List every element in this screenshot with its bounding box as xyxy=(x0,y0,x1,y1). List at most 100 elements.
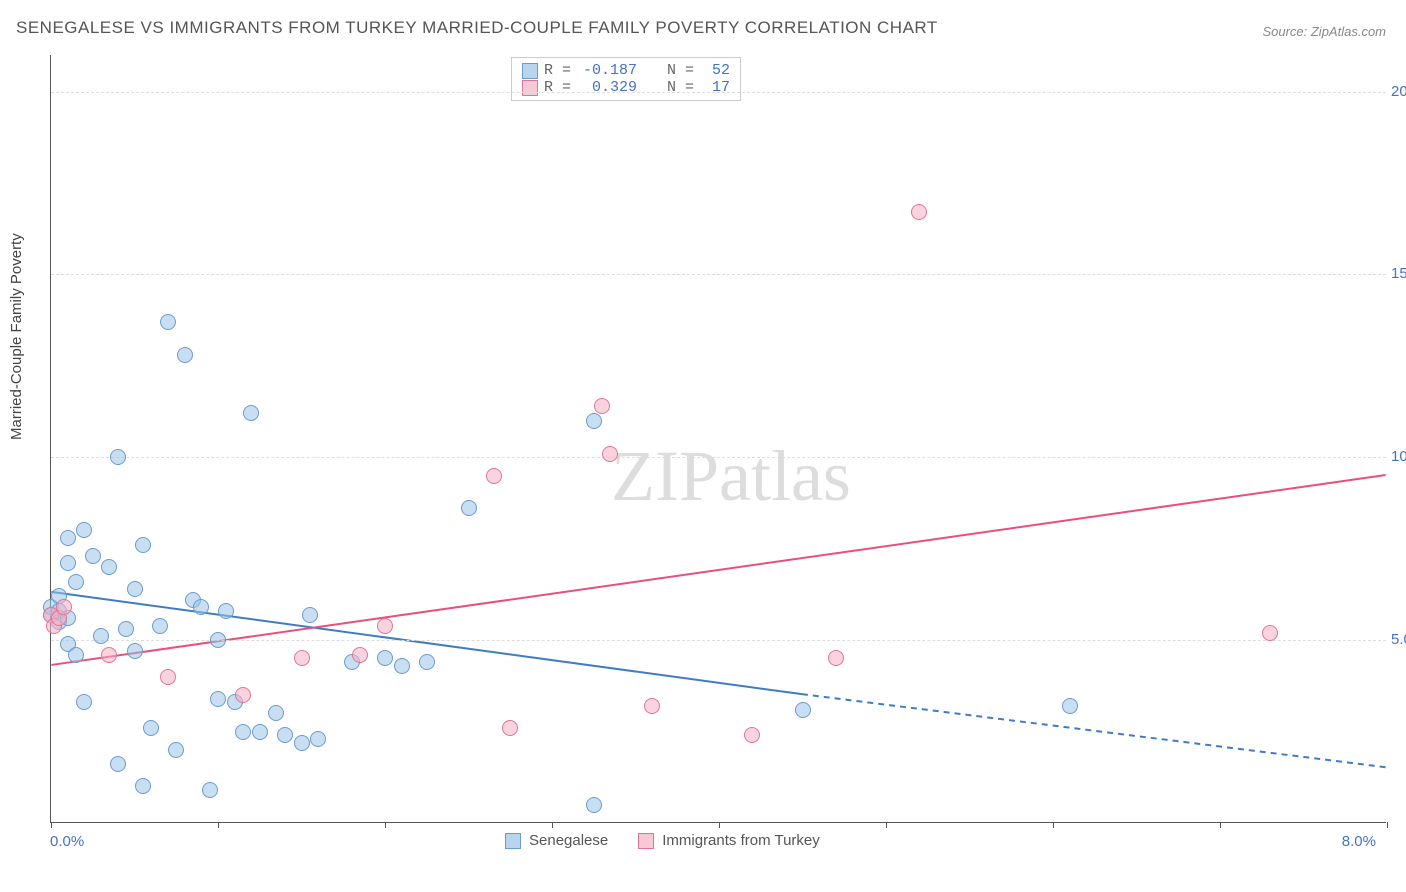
data-point xyxy=(218,603,234,619)
x-tick xyxy=(1053,822,1054,828)
data-point xyxy=(127,581,143,597)
data-point xyxy=(152,618,168,634)
gridline xyxy=(51,457,1386,458)
data-point xyxy=(177,347,193,363)
x-tick xyxy=(1220,822,1221,828)
data-point xyxy=(294,735,310,751)
data-point xyxy=(76,694,92,710)
data-point xyxy=(277,727,293,743)
data-point xyxy=(210,691,226,707)
r-label: R = xyxy=(544,79,571,96)
series-legend: Senegalese Immigrants from Turkey xyxy=(505,832,820,849)
data-point xyxy=(68,574,84,590)
data-point xyxy=(502,720,518,736)
data-point xyxy=(235,687,251,703)
data-point xyxy=(110,449,126,465)
data-point xyxy=(168,742,184,758)
data-point xyxy=(795,702,811,718)
legend-swatch xyxy=(522,80,538,96)
data-point xyxy=(644,698,660,714)
x-axis-max-label: 8.0% xyxy=(1342,833,1376,850)
data-point xyxy=(594,398,610,414)
r-value: -0.187 xyxy=(577,62,637,79)
gridline xyxy=(51,92,1386,93)
data-point xyxy=(268,705,284,721)
y-tick-label: 20.0% xyxy=(1391,83,1406,100)
data-point xyxy=(68,647,84,663)
data-point xyxy=(210,632,226,648)
data-point xyxy=(193,599,209,615)
data-point xyxy=(60,555,76,571)
data-point xyxy=(911,204,927,220)
data-point xyxy=(85,548,101,564)
data-point xyxy=(243,405,259,421)
correlation-stats-box: R = -0.187 N = 52 R = 0.329 N = 17 xyxy=(511,57,741,101)
x-axis-min-label: 0.0% xyxy=(50,833,84,850)
legend-item: Immigrants from Turkey xyxy=(638,832,820,849)
x-tick xyxy=(886,822,887,828)
data-point xyxy=(56,599,72,615)
data-point xyxy=(294,650,310,666)
y-axis-label: Married-Couple Family Poverty xyxy=(8,233,25,440)
gridline xyxy=(51,640,1386,641)
data-point xyxy=(60,530,76,546)
data-point xyxy=(828,650,844,666)
legend-label: Senegalese xyxy=(529,832,608,849)
data-point xyxy=(1062,698,1078,714)
data-point xyxy=(143,720,159,736)
stats-row: R = -0.187 N = 52 xyxy=(522,62,730,79)
legend-swatch xyxy=(522,63,538,79)
data-point xyxy=(160,669,176,685)
x-tick xyxy=(51,822,52,828)
r-label: R = xyxy=(544,62,571,79)
regression-lines xyxy=(51,55,1386,822)
chart-title: SENEGALESE VS IMMIGRANTS FROM TURKEY MAR… xyxy=(16,18,938,38)
legend-swatch xyxy=(638,833,654,849)
n-label: N = xyxy=(667,79,694,96)
n-value: 52 xyxy=(700,62,730,79)
watermark: ZIPatlas xyxy=(611,435,851,518)
legend-swatch xyxy=(505,833,521,849)
n-label: N = xyxy=(667,62,694,79)
data-point xyxy=(310,731,326,747)
y-tick-label: 5.0% xyxy=(1391,631,1406,648)
x-tick xyxy=(552,822,553,828)
y-tick-label: 15.0% xyxy=(1391,265,1406,282)
data-point xyxy=(419,654,435,670)
data-point xyxy=(101,559,117,575)
data-point xyxy=(235,724,251,740)
data-point xyxy=(602,446,618,462)
data-point xyxy=(202,782,218,798)
data-point xyxy=(252,724,268,740)
data-point xyxy=(135,778,151,794)
gridline xyxy=(51,274,1386,275)
x-tick xyxy=(1387,822,1388,828)
chart-plot-area: ZIPatlas R = -0.187 N = 52R = 0.329 N = 17 5… xyxy=(50,55,1386,823)
data-point xyxy=(377,618,393,634)
data-point xyxy=(127,643,143,659)
x-tick xyxy=(719,822,720,828)
y-tick-label: 10.0% xyxy=(1391,448,1406,465)
data-point xyxy=(118,621,134,637)
x-tick xyxy=(218,822,219,828)
r-value: 0.329 xyxy=(577,79,637,96)
data-point xyxy=(586,413,602,429)
legend-item: Senegalese xyxy=(505,832,608,849)
data-point xyxy=(586,797,602,813)
n-value: 17 xyxy=(700,79,730,96)
data-point xyxy=(486,468,502,484)
data-point xyxy=(352,647,368,663)
data-point xyxy=(744,727,760,743)
data-point xyxy=(76,522,92,538)
data-point xyxy=(1262,625,1278,641)
stats-row: R = 0.329 N = 17 xyxy=(522,79,730,96)
data-point xyxy=(135,537,151,553)
data-point xyxy=(302,607,318,623)
legend-label: Immigrants from Turkey xyxy=(662,832,820,849)
data-point xyxy=(160,314,176,330)
x-tick xyxy=(385,822,386,828)
data-point xyxy=(101,647,117,663)
data-point xyxy=(110,756,126,772)
data-point xyxy=(377,650,393,666)
source-label: Source: ZipAtlas.com xyxy=(1262,24,1386,39)
